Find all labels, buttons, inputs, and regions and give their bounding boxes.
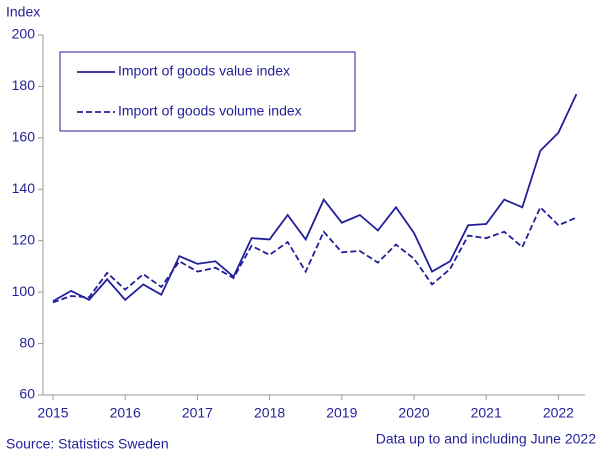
- y-tick-label: 180: [12, 77, 36, 93]
- x-tick-label: 2015: [37, 405, 68, 421]
- y-tick-label: 140: [12, 180, 36, 196]
- y-axis-label: Index: [6, 4, 40, 20]
- x-tick-label: 2016: [110, 405, 141, 421]
- source: Source: Statistics Sweden: [6, 436, 169, 452]
- x-tick-label: 2022: [543, 405, 574, 421]
- series-line: [52, 93, 578, 302]
- x-tick-label: 2019: [326, 405, 357, 421]
- y-tick-label: 160: [12, 129, 36, 145]
- y-tick-label: 200: [12, 26, 36, 42]
- legend-label: Import of goods volume index: [118, 103, 302, 119]
- x-tick-label: 2021: [471, 405, 502, 421]
- x-tick-label: 2017: [182, 405, 213, 421]
- x-tick-label: 2020: [398, 405, 429, 421]
- y-tick-label: 80: [19, 334, 35, 350]
- series-line: [52, 205, 577, 304]
- x-tick-label: 2018: [254, 405, 285, 421]
- y-tick-label: 120: [12, 231, 36, 247]
- note: Data up to and including June 2022: [376, 431, 596, 447]
- legend-label: Import of goods value index: [118, 63, 290, 79]
- legend-box: [59, 51, 356, 132]
- y-tick-label: 100: [12, 283, 36, 299]
- y-tick-label: 60: [19, 386, 35, 402]
